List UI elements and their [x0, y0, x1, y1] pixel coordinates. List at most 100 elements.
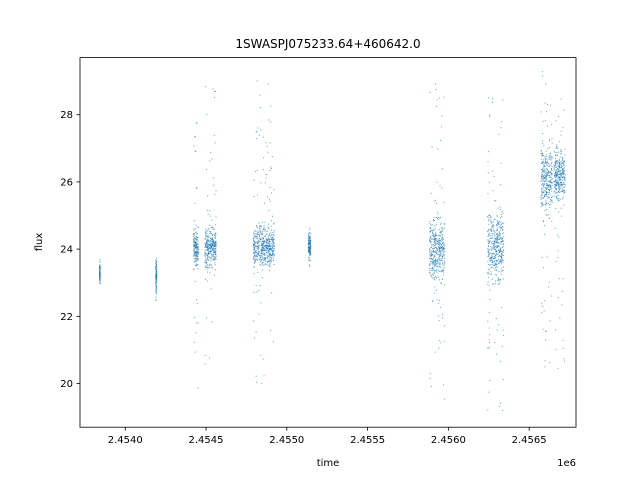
- data-point: [431, 251, 433, 253]
- data-point: [548, 196, 550, 198]
- data-point: [267, 242, 269, 244]
- data-point: [268, 255, 270, 257]
- data-point: [309, 260, 311, 262]
- data-point: [556, 189, 558, 191]
- data-point: [268, 248, 270, 250]
- data-point: [443, 340, 445, 342]
- data-point: [204, 238, 206, 240]
- data-point: [208, 253, 210, 255]
- data-point: [490, 229, 492, 231]
- data-point: [204, 243, 206, 245]
- data-point: [205, 257, 207, 259]
- scatter-points: [99, 71, 566, 411]
- data-point: [263, 250, 265, 252]
- data-point: [309, 253, 311, 255]
- data-point: [499, 248, 501, 250]
- data-point: [213, 246, 215, 248]
- data-point: [208, 252, 210, 254]
- data-point: [541, 194, 543, 196]
- data-point: [555, 147, 557, 149]
- data-point: [273, 264, 275, 266]
- data-point: [212, 237, 214, 239]
- data-point: [491, 262, 493, 264]
- data-point: [155, 275, 157, 277]
- data-point: [489, 257, 491, 259]
- data-point: [261, 244, 263, 246]
- data-point: [501, 260, 503, 262]
- data-point: [545, 187, 547, 189]
- data-point: [307, 237, 309, 239]
- data-point: [540, 169, 542, 171]
- data-point: [261, 383, 263, 385]
- data-point: [487, 249, 489, 251]
- data-point: [441, 253, 443, 255]
- data-point: [500, 262, 502, 264]
- data-point: [439, 254, 441, 256]
- data-point: [561, 162, 563, 164]
- data-point: [262, 237, 264, 239]
- data-point: [211, 248, 213, 250]
- data-point: [441, 231, 443, 233]
- data-point: [439, 242, 441, 244]
- data-point: [308, 250, 310, 252]
- data-point: [439, 340, 441, 342]
- data-point: [499, 250, 501, 252]
- data-point: [560, 130, 562, 132]
- data-point: [206, 209, 208, 211]
- data-point: [308, 245, 310, 247]
- data-point: [264, 260, 266, 262]
- data-point: [553, 166, 555, 168]
- data-point: [492, 264, 494, 266]
- data-point: [253, 241, 255, 243]
- data-point: [487, 151, 489, 153]
- data-point: [545, 191, 547, 193]
- data-point: [269, 240, 271, 242]
- data-point: [489, 114, 491, 116]
- data-point: [214, 241, 216, 243]
- data-point: [253, 254, 255, 256]
- data-point: [204, 253, 206, 255]
- data-point: [432, 229, 434, 231]
- data-point: [212, 246, 214, 248]
- data-point: [429, 264, 431, 266]
- data-point: [562, 163, 564, 165]
- data-point: [195, 150, 197, 152]
- data-point: [498, 235, 500, 237]
- data-point: [558, 165, 560, 167]
- data-point: [439, 223, 441, 225]
- data-point: [433, 220, 435, 222]
- data-point: [503, 259, 505, 261]
- data-point: [487, 172, 489, 174]
- data-point: [434, 292, 436, 294]
- data-point: [488, 241, 490, 243]
- data-point: [501, 251, 503, 253]
- data-point: [557, 176, 559, 178]
- data-point: [433, 219, 435, 221]
- data-point: [488, 252, 490, 254]
- data-point: [493, 247, 495, 249]
- data-point: [155, 280, 157, 282]
- data-point: [545, 163, 547, 165]
- data-point: [196, 250, 198, 252]
- data-point: [437, 276, 439, 278]
- data-point: [431, 269, 433, 271]
- data-point: [434, 240, 436, 242]
- data-point: [440, 244, 442, 246]
- data-point: [271, 156, 273, 158]
- data-point: [488, 391, 490, 393]
- data-point: [544, 102, 546, 104]
- data-point: [155, 274, 157, 276]
- data-point: [269, 250, 271, 252]
- data-point: [554, 184, 556, 186]
- data-point: [209, 357, 211, 359]
- data-point: [562, 198, 564, 200]
- data-point: [195, 260, 197, 262]
- data-point: [256, 259, 258, 261]
- data-point: [497, 207, 499, 209]
- data-point: [554, 155, 556, 157]
- data-point: [546, 208, 548, 210]
- data-point: [541, 192, 543, 194]
- data-point: [430, 253, 432, 255]
- data-point: [545, 169, 547, 171]
- data-point: [265, 254, 267, 256]
